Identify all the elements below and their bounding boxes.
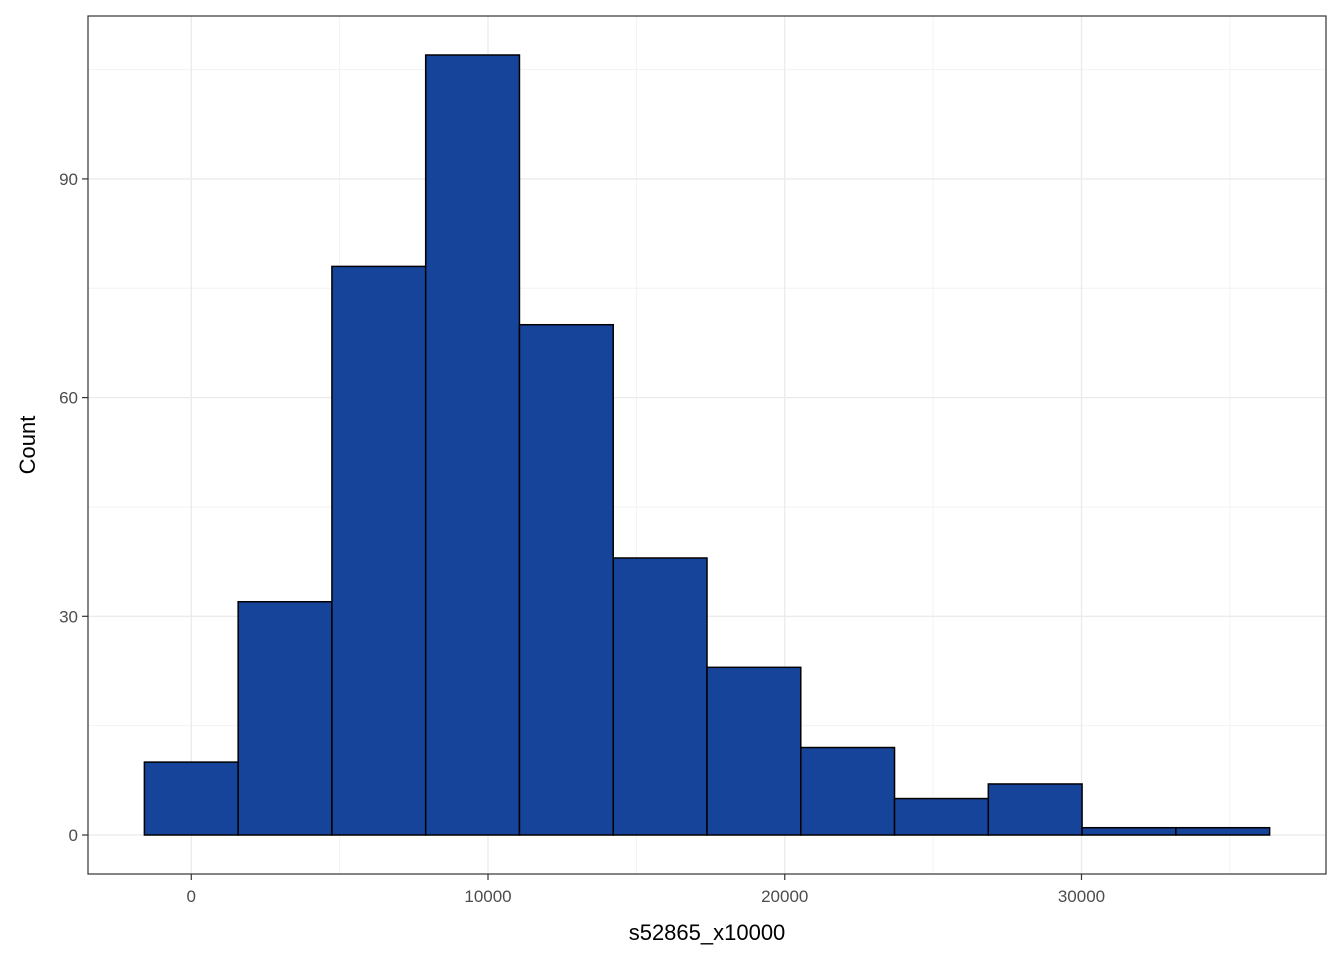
histogram-bar (237, 600, 333, 836)
histogram-bar (424, 54, 521, 836)
histogram-bar (331, 265, 427, 836)
x-tick-label: 30000 (1058, 887, 1105, 906)
histogram-bar (612, 557, 708, 836)
histogram-bar (143, 761, 239, 836)
x-tick-label: 20000 (761, 887, 808, 906)
x-axis: 0 10000 20000 30000 (187, 874, 1105, 906)
histogram-bar (1081, 826, 1177, 836)
histogram-bar (893, 797, 990, 836)
histogram-bar (706, 666, 802, 836)
y-tick-label: 0 (69, 826, 78, 845)
histogram-bars (143, 54, 1271, 836)
histogram-bar (800, 746, 896, 836)
y-tick-label: 60 (59, 389, 78, 408)
y-tick-label: 90 (59, 170, 78, 189)
histogram-bar (1175, 826, 1271, 836)
x-axis-title: s52865_x10000 (629, 920, 786, 945)
panel-border (87, 15, 1327, 875)
histogram-bar (987, 783, 1083, 836)
y-axis: 0 30 60 90 (59, 170, 88, 845)
x-tick-label: 10000 (464, 887, 511, 906)
x-tick-label: 0 (187, 887, 196, 906)
y-tick-label: 30 (59, 607, 78, 626)
histogram-bar (518, 323, 614, 836)
y-axis-title: Count (15, 416, 40, 475)
